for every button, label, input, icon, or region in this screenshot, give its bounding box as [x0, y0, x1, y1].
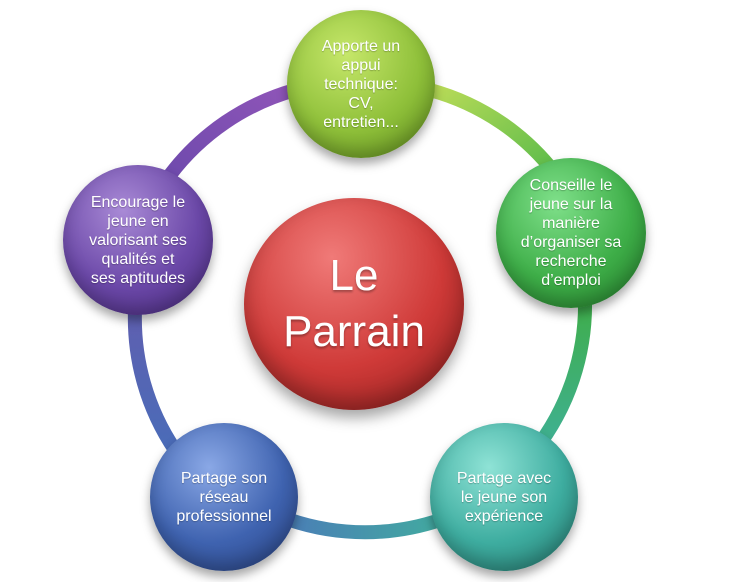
- node-label: Apporte un appui technique: CV, entretie…: [321, 37, 401, 131]
- node-label: Conseille le jeune sur la manière d’orga…: [520, 177, 622, 289]
- node-technical-support: Apporte un appui technique: CV, entretie…: [287, 10, 435, 158]
- node-label: Partage avec le jeune son expérience: [456, 469, 552, 525]
- ring-segment-right-bottom: [528, 293, 593, 457]
- ring-segment-bottom-left-left: [127, 303, 182, 457]
- ring-segment-bottom: [283, 513, 447, 540]
- node-job-search-advice: Conseille le jeune sur la manière d’orga…: [496, 158, 646, 308]
- node-label: Encourage le jeune en valorisant ses qua…: [89, 193, 187, 287]
- node-share-experience: Partage avec le jeune son expérience: [430, 423, 578, 571]
- node-encourage: Encourage le jeune en valorisant ses qua…: [63, 165, 213, 315]
- center-node: Le Parrain: [244, 198, 464, 410]
- center-label: Le Parrain: [283, 251, 425, 356]
- ring-segment-left-top: [163, 83, 302, 182]
- node-share-network: Partage son réseau professionnel: [150, 423, 298, 571]
- node-label: Partage son réseau professionnel: [176, 469, 272, 525]
